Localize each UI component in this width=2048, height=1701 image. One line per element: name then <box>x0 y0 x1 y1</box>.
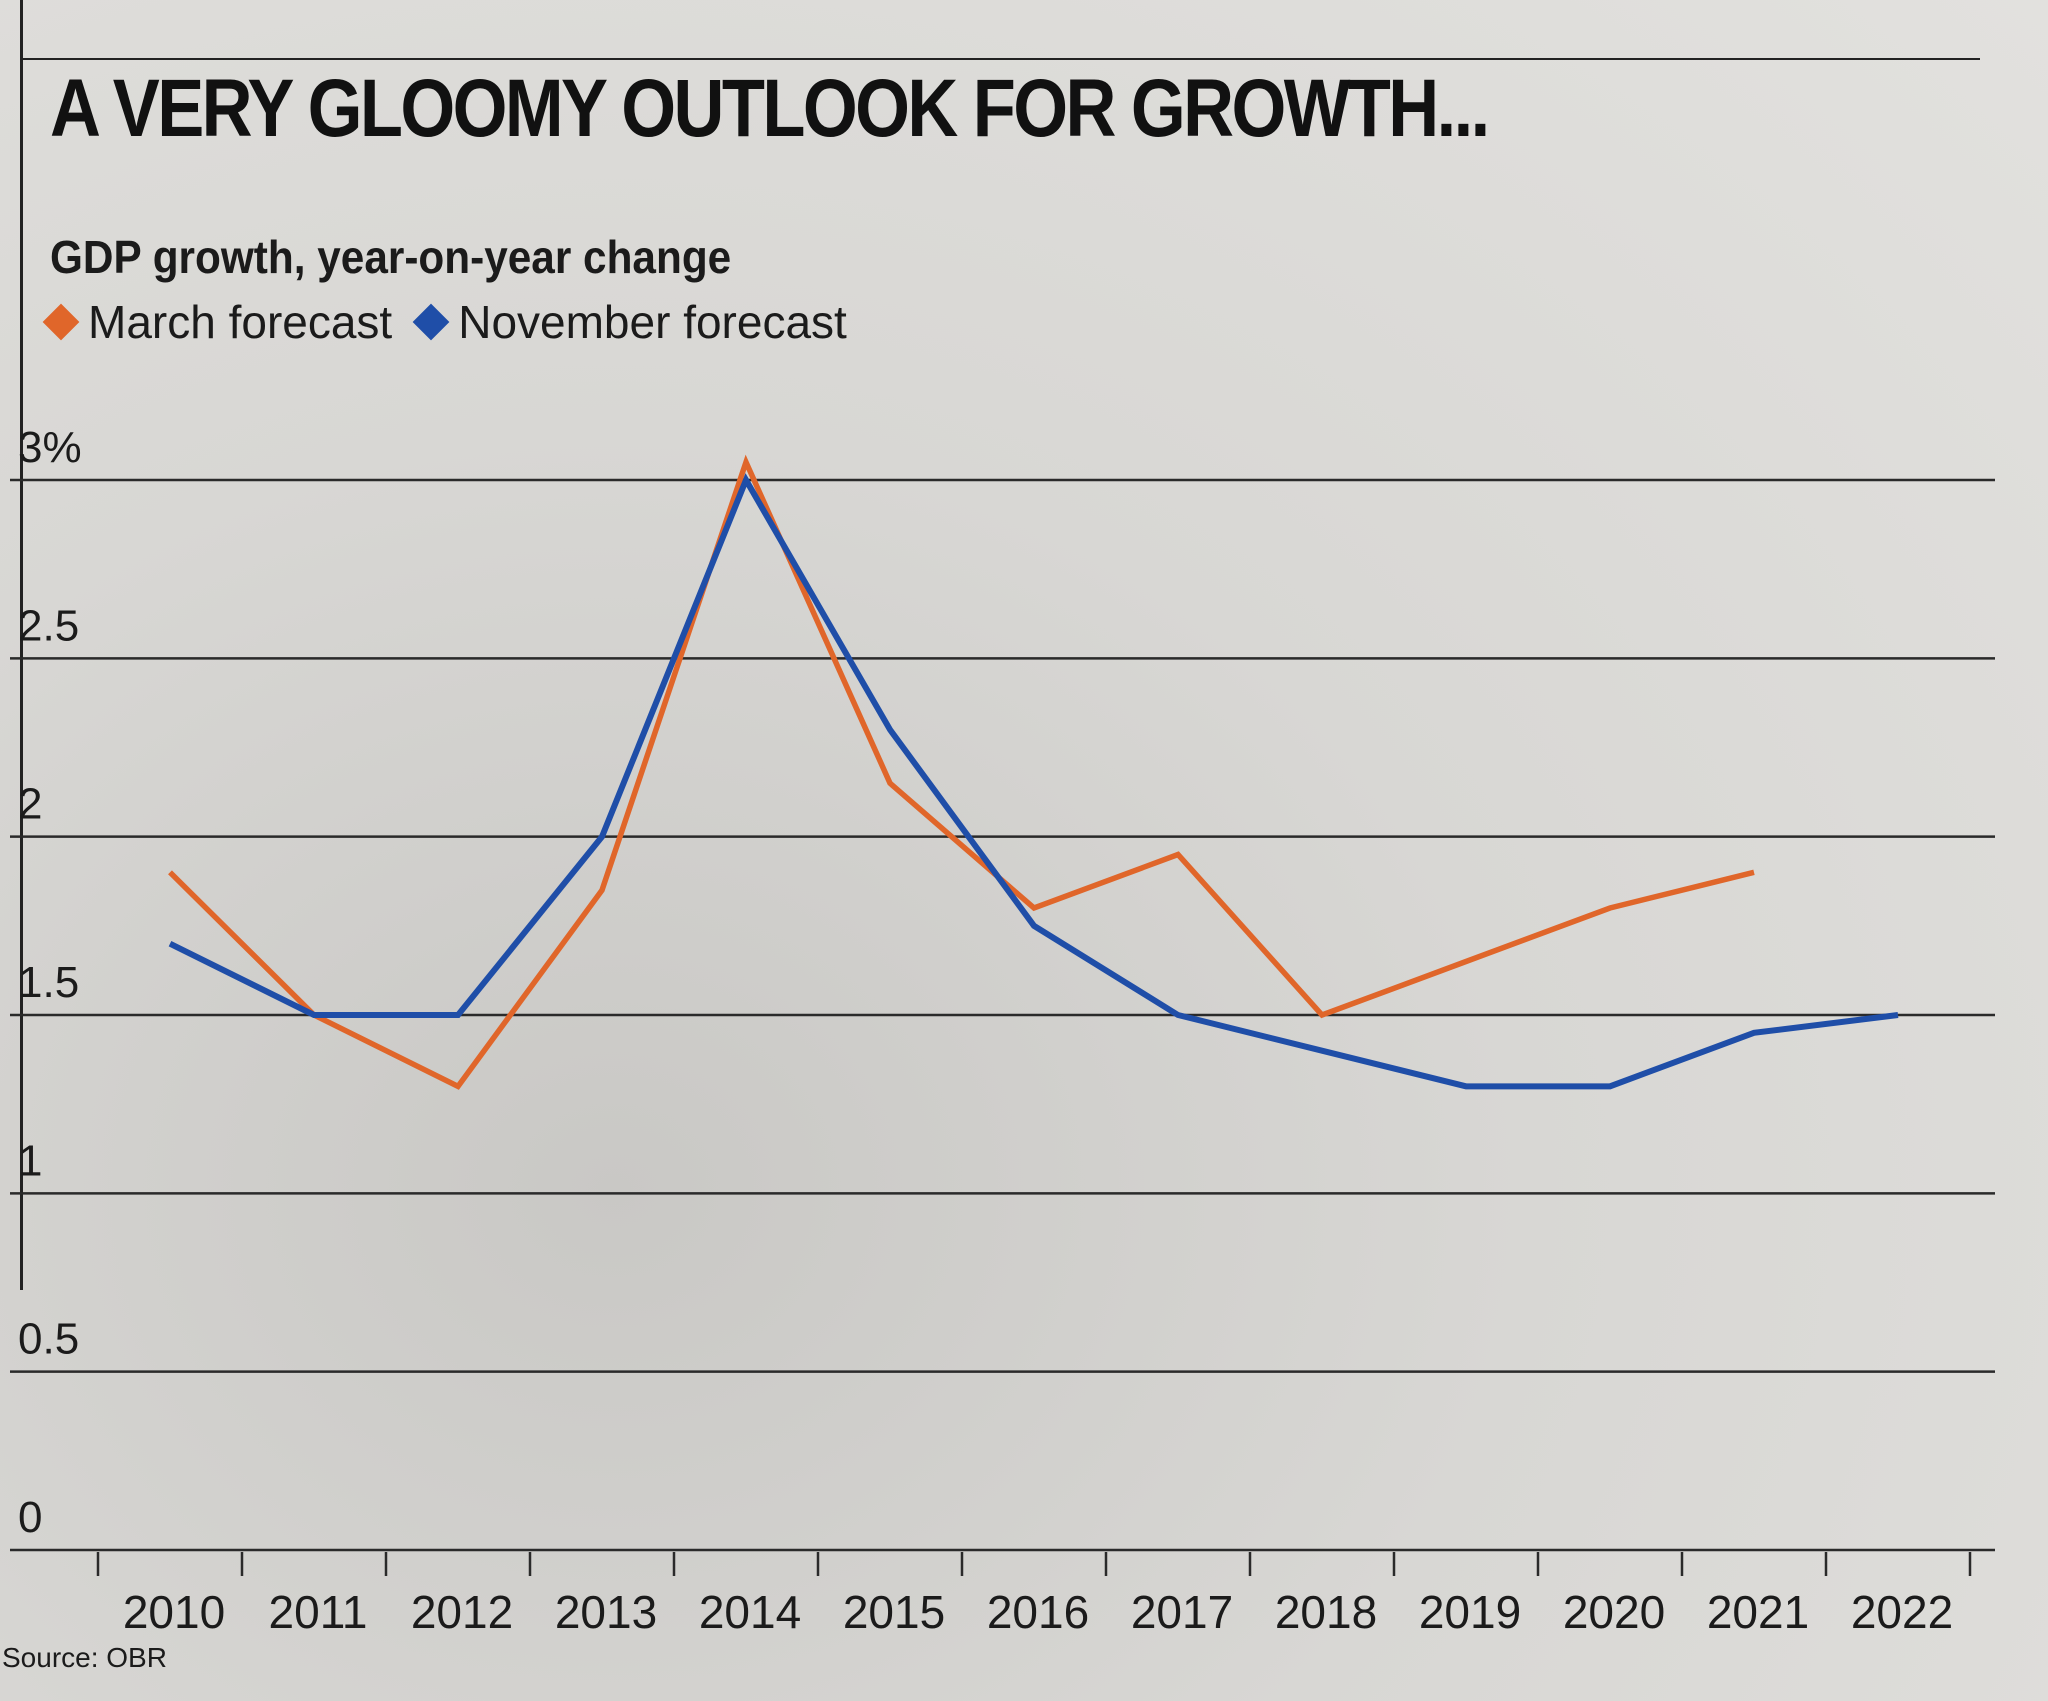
x-tick-label: 2013 <box>555 1586 657 1638</box>
legend-item-march: March forecast <box>42 295 393 349</box>
x-tick-label: 2020 <box>1563 1586 1665 1638</box>
x-tick-label: 2019 <box>1419 1586 1521 1638</box>
y-tick-label: 2 <box>18 780 42 829</box>
y-tick-label: 1.5 <box>18 958 79 1007</box>
legend-label-november: November forecast <box>458 296 847 348</box>
y-tick-label: 2.5 <box>18 601 79 650</box>
x-tick-label: 2014 <box>699 1586 801 1638</box>
x-tick-label: 2010 <box>123 1586 225 1638</box>
x-tick-label: 2017 <box>1131 1586 1233 1638</box>
y-tick-label: 1 <box>18 1136 42 1185</box>
frame-top-rule <box>20 58 1980 60</box>
legend-label-march: March forecast <box>88 296 393 348</box>
legend: March forecast November forecast <box>42 292 847 352</box>
x-tick-label: 2018 <box>1275 1586 1377 1638</box>
series-line-november <box>168 473 1899 1090</box>
chart-title: A VERY GLOOMY OUTLOOK FOR GROWTH... <box>50 63 1490 154</box>
frame-left-rule <box>20 0 23 1290</box>
y-tick-label: 3% <box>18 423 82 472</box>
chart-subtitle: GDP growth, year-on-year change <box>50 231 732 283</box>
series-line-march <box>168 454 1755 1090</box>
x-tick-label: 2011 <box>269 1586 368 1638</box>
legend-item-november: November forecast <box>412 295 847 349</box>
x-tick-label: 2016 <box>987 1586 1089 1638</box>
x-tick-label: 2022 <box>1851 1586 1953 1638</box>
source-note: Source: OBR <box>2 1642 167 1673</box>
y-tick-label: 0 <box>18 1493 42 1542</box>
x-tick-label: 2012 <box>411 1586 513 1638</box>
x-tick-label: 2015 <box>843 1586 945 1638</box>
x-tick-label: 2021 <box>1707 1586 1809 1638</box>
y-tick-label: 0.5 <box>18 1315 79 1364</box>
